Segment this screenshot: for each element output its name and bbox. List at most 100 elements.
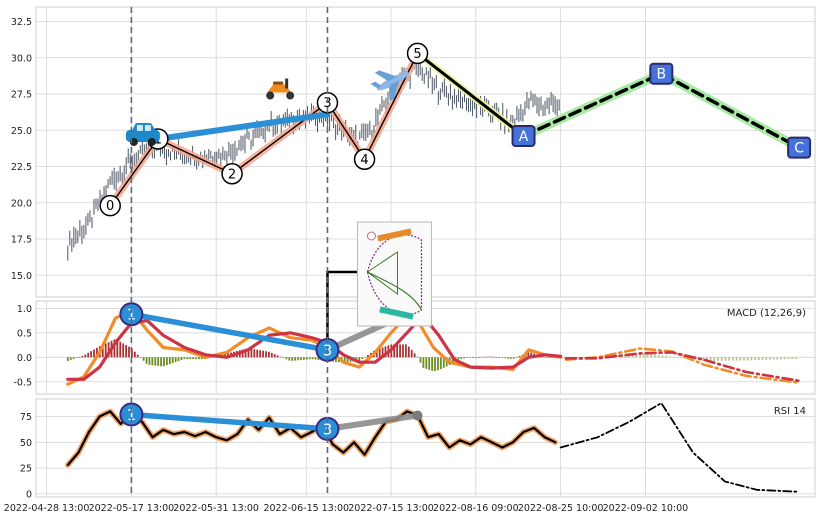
xtick-label: 2022-09-02 10:00 (603, 503, 689, 514)
macd-hist-bar (148, 357, 151, 365)
macd-hist-projection-bar (702, 357, 705, 362)
rsi-ytick-label: 25 (20, 464, 32, 475)
macd-hist-bar (509, 357, 512, 359)
macd-hist-projection-bar (735, 357, 738, 361)
macd-hist-projection-bar (635, 353, 638, 358)
macd-hist-projection-bar (754, 357, 757, 361)
macd-hist-bar (133, 351, 136, 358)
macd-hist-bar (472, 357, 474, 358)
macd-hist-bar (407, 346, 410, 358)
macd-hist-projection-bar (650, 354, 653, 358)
scooter-handle (285, 78, 289, 89)
price-ytick-label: 27.5 (11, 90, 32, 101)
rsi-ytick-label: 0 (26, 489, 32, 500)
macd-hist-bar (160, 357, 162, 367)
wave-point-circle (353, 148, 376, 170)
macd-hist-bar (544, 357, 547, 358)
macd-hist-bar (212, 357, 215, 358)
macd-hist-bar (259, 350, 262, 358)
macd-hist-bar (317, 357, 320, 360)
car-window (136, 124, 143, 131)
macd-hist-bar (113, 339, 116, 358)
macd-hist-bar (171, 357, 174, 364)
macd-hist-bar (431, 357, 434, 371)
price-trend-line (154, 111, 331, 142)
macd-hist-bar (422, 357, 425, 368)
track-diagram-loop (366, 234, 423, 316)
macd-hist-projection-bar (654, 354, 656, 358)
macd-hist-bar (413, 353, 416, 358)
macd-hist-bar (168, 357, 171, 365)
macd-hist-bar (439, 357, 442, 370)
macd-hist-bar (410, 349, 413, 358)
macd-hist-bar (250, 348, 253, 358)
macd-hist-bar (157, 357, 160, 366)
macd-hist-bar (180, 357, 183, 361)
macd-hist-projection-bar (783, 357, 786, 360)
macd-hist-bar (375, 349, 378, 358)
macd-hist-bar (308, 357, 311, 360)
macd-hist-projection-bar (661, 355, 664, 358)
macd-hist-bar (125, 345, 127, 358)
macd-hist-bar (297, 357, 299, 361)
macd-hist-bar (518, 356, 521, 358)
macd-hist-bar (291, 357, 294, 361)
macd-hist-bar (489, 356, 492, 358)
abc-leg-line (416, 51, 525, 138)
macd-hist-bar (358, 357, 361, 361)
rsi-legend: RSI 14 (774, 406, 806, 417)
macd-hist-bar (541, 356, 544, 358)
macd-hist-projection-bar (642, 353, 645, 358)
xtick-label: 2022-08-25 10:00 (518, 503, 604, 514)
vertical-markers (130, 7, 329, 497)
scooter-seat (273, 81, 284, 85)
wave-point-circle (406, 42, 429, 65)
wave-point-label: 0 (106, 199, 114, 214)
macd-legend: MACD (12,26,9) (727, 308, 806, 319)
macd-hist-bar (195, 357, 197, 360)
macd-hist-bar (174, 357, 177, 363)
macd-hist-projection-bar (668, 356, 671, 358)
macd-hist-bar (428, 357, 431, 370)
macd-hist-bar (119, 341, 122, 358)
xtick-label: 2022-06-15 13:00 (263, 503, 349, 514)
macd-hist-bar (393, 344, 396, 358)
macd-hist-projection-bar (743, 357, 745, 361)
macd-hist-projection-bar (709, 357, 712, 362)
macd-hist-projection-bar (795, 357, 797, 359)
macd-hist-bar (288, 357, 291, 361)
macd-hist-bar (498, 357, 501, 358)
macd-ytick-label: 0.0 (17, 353, 32, 364)
macd-hist-bar (285, 357, 288, 360)
macd-hist-bar (66, 357, 69, 361)
wave-point-label: 4 (360, 153, 368, 168)
wave-point-circle (221, 163, 243, 185)
macd-signal-projection-line (564, 351, 801, 383)
macd-ytick-label: -0.5 (13, 377, 32, 388)
rsi-divergence-line (128, 411, 331, 432)
macd-hist-projection-bar (791, 357, 794, 360)
car-icon (125, 122, 160, 146)
track-diagram-node (366, 231, 376, 241)
macd-hist-bar (457, 357, 460, 360)
macd-hist-projection-bar (757, 357, 760, 361)
macd-hist-bar (300, 357, 302, 361)
macd-hist-bar (483, 356, 486, 358)
rsi-divergence-extension (324, 412, 421, 432)
macd-hist-bar (128, 346, 130, 358)
macd-hist-projection-bar (787, 357, 790, 360)
macd-hist-bar (107, 342, 110, 358)
xtick-label: 2022-05-17 13:00 (89, 503, 175, 514)
macd-hist-bar (480, 356, 483, 358)
abc-point-box (787, 136, 812, 159)
macd-hist-bar (262, 350, 264, 358)
track-diagram-green-path (367, 271, 422, 311)
wave-point-circle (99, 194, 121, 217)
macd-hist-bar (139, 357, 142, 358)
macd-hist-bar (81, 355, 84, 358)
macd-hist-bar (460, 357, 463, 359)
macd-divergence-badge (119, 302, 144, 327)
track-diagram-train-bottom (379, 306, 414, 320)
macd-hist-bar (530, 352, 533, 358)
